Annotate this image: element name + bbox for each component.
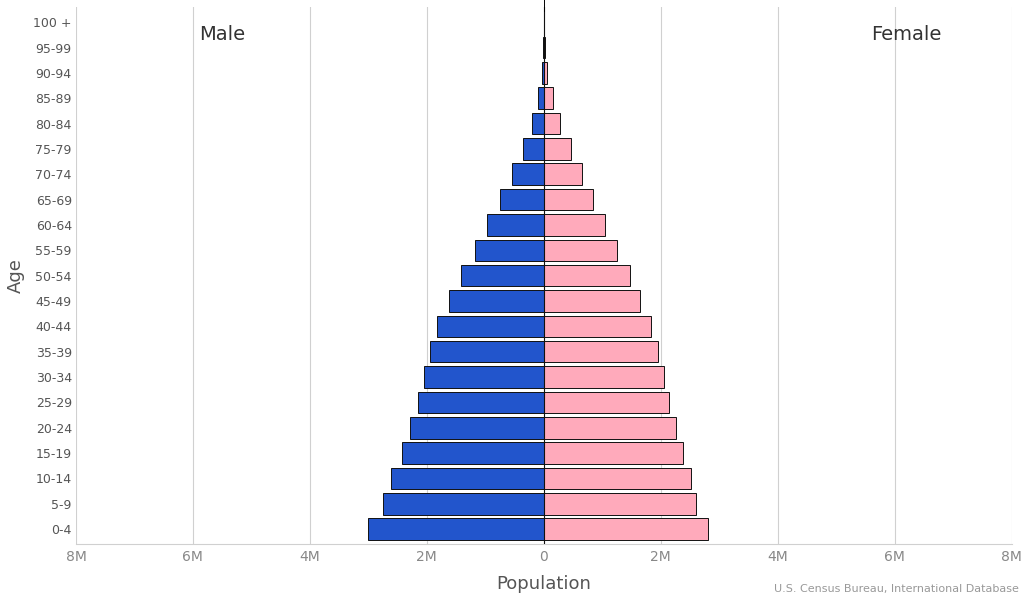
Bar	[543, 239, 616, 261]
Bar	[543, 88, 553, 109]
Bar	[487, 214, 543, 236]
Bar	[532, 113, 543, 134]
Bar	[391, 468, 543, 489]
Bar	[543, 37, 544, 58]
Bar	[543, 417, 676, 439]
Bar	[543, 62, 547, 83]
Text: Female: Female	[872, 25, 942, 44]
Bar	[543, 518, 708, 540]
Bar	[543, 366, 664, 388]
Bar	[541, 62, 543, 83]
Bar	[543, 442, 683, 464]
Bar	[543, 163, 581, 185]
Bar	[543, 493, 696, 515]
Bar	[500, 189, 543, 211]
Text: Male: Male	[199, 25, 245, 44]
Bar	[402, 442, 543, 464]
Bar	[418, 392, 543, 413]
Bar	[543, 113, 560, 134]
Bar	[543, 392, 669, 413]
Bar	[543, 290, 640, 312]
Bar	[430, 341, 543, 362]
Y-axis label: Age: Age	[7, 258, 25, 293]
Bar	[424, 366, 543, 388]
Bar	[538, 88, 543, 109]
Bar	[543, 468, 691, 489]
Bar	[368, 518, 543, 540]
Bar	[461, 265, 543, 286]
Bar	[543, 214, 605, 236]
Bar	[437, 316, 543, 337]
Bar	[511, 163, 543, 185]
Bar	[411, 417, 543, 439]
Bar	[543, 138, 571, 160]
Bar	[474, 239, 543, 261]
Bar	[543, 265, 631, 286]
Text: U.S. Census Bureau, International Database: U.S. Census Bureau, International Databa…	[774, 584, 1019, 594]
Bar	[449, 290, 543, 312]
Bar	[523, 138, 543, 160]
Bar	[543, 316, 650, 337]
Bar	[383, 493, 543, 515]
Bar	[543, 189, 594, 211]
X-axis label: Population: Population	[496, 575, 592, 593]
Bar	[543, 341, 658, 362]
